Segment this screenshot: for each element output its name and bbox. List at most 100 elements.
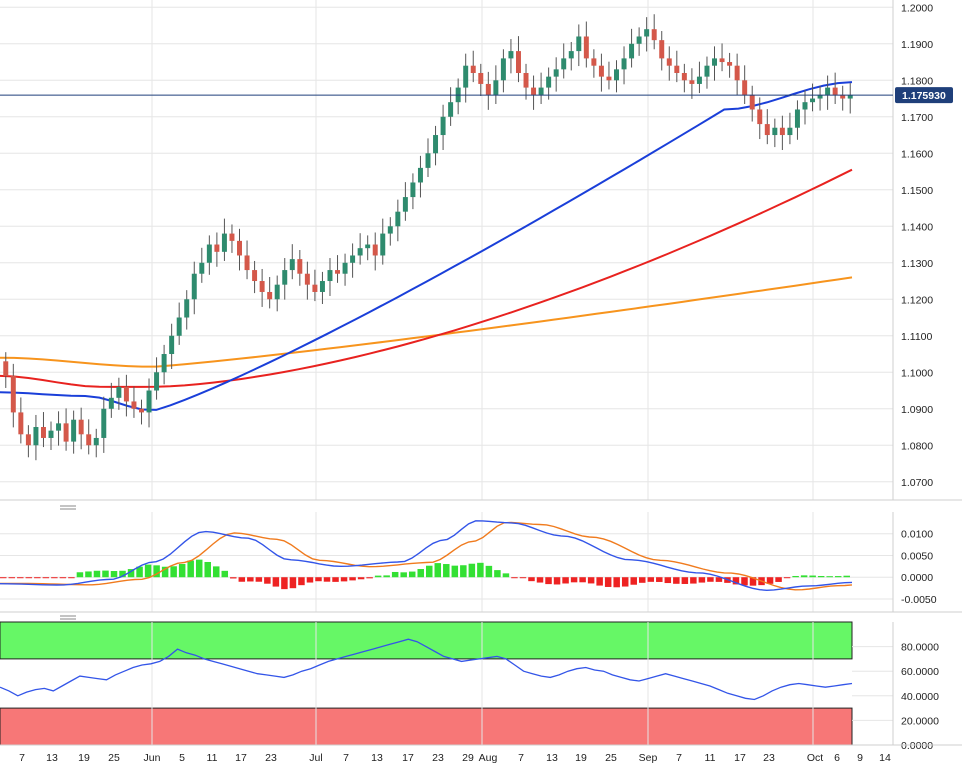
macd-histogram-bar xyxy=(281,577,288,590)
candle-body xyxy=(644,29,650,37)
candle-body xyxy=(674,65,680,73)
macd-histogram-bar xyxy=(366,577,373,579)
macd-histogram-bar xyxy=(76,572,84,578)
macd-histogram-bar xyxy=(93,570,101,578)
macd-line xyxy=(0,520,853,592)
macd-histogram-bar xyxy=(792,575,799,578)
candle-body xyxy=(101,408,107,438)
macd-histogram-bar xyxy=(187,560,194,578)
macd-histogram-bar xyxy=(306,577,314,583)
candle-body xyxy=(523,72,529,88)
date-tick-label: 23 xyxy=(265,752,277,764)
date-tick-label: 17 xyxy=(235,752,247,764)
macd-histogram-bar xyxy=(562,577,569,584)
candle-body xyxy=(448,102,454,117)
date-tick-label: 17 xyxy=(402,752,414,764)
date-tick-label: 7 xyxy=(343,752,349,764)
candle-body xyxy=(553,69,559,77)
candle-body xyxy=(357,248,363,256)
macd-histogram-bar xyxy=(289,577,297,589)
macd-histogram-bar xyxy=(477,562,484,578)
candle-body xyxy=(433,135,439,154)
macd-histogram-bar xyxy=(59,577,67,579)
macd-histogram-bar xyxy=(153,565,160,578)
price-tick-label: 1.1100 xyxy=(901,331,932,343)
candle-body xyxy=(191,273,197,300)
candle-body xyxy=(184,299,190,318)
date-tick-label: 13 xyxy=(546,752,558,764)
candle-body xyxy=(847,95,853,99)
candle-body xyxy=(485,83,491,95)
candle-body xyxy=(18,412,24,435)
date-tick-label: 25 xyxy=(605,752,617,764)
candle-body xyxy=(327,270,333,282)
date-tick-label: Sep xyxy=(639,752,658,764)
candle-body xyxy=(304,273,310,285)
candle-body xyxy=(470,65,476,73)
candle-body xyxy=(93,437,99,446)
candle-body xyxy=(282,270,288,285)
macd-histogram-bar xyxy=(664,577,672,584)
candle-body xyxy=(319,281,325,292)
macd-histogram-bar xyxy=(545,577,552,585)
rsi-tick-label: 40.0000 xyxy=(901,691,939,703)
candle-body xyxy=(825,87,831,95)
macd-histogram-bar xyxy=(349,577,356,581)
price-tick-label: 1.1700 xyxy=(901,112,933,124)
rsi-overbought-band xyxy=(0,621,853,660)
macd-histogram-bar xyxy=(417,569,424,578)
candle-body xyxy=(229,233,235,241)
macd-histogram-bar xyxy=(127,569,135,578)
macd-histogram-bar xyxy=(570,577,578,583)
macd-histogram-bar xyxy=(340,577,348,582)
candle-body xyxy=(237,240,242,256)
macd-histogram-bar xyxy=(426,565,433,578)
date-tick-label: Aug xyxy=(479,752,498,764)
candle-body xyxy=(651,29,657,41)
candle-body xyxy=(86,434,92,446)
macd-histogram-bar xyxy=(434,563,442,578)
candle-body xyxy=(244,255,250,271)
candle-body xyxy=(636,36,642,44)
date-tick-label: 7 xyxy=(19,752,25,764)
macd-histogram-bar xyxy=(264,577,271,584)
macd-histogram-bar xyxy=(451,565,459,578)
candle-body xyxy=(712,58,718,66)
rsi-panel: 80.0000 60.0000 40.0000 20.0000 0.0000 xyxy=(0,621,962,752)
candle-body xyxy=(116,386,122,398)
candle-body xyxy=(78,419,84,435)
date-tick-label: Jul xyxy=(309,752,322,764)
candle-body xyxy=(568,51,574,59)
rsi-tick-label: 80.0000 xyxy=(901,642,939,654)
macd-histogram-bar xyxy=(8,577,16,579)
candle-body xyxy=(764,124,770,136)
macd-histogram-bar xyxy=(732,577,740,585)
price-tick-label: 1.2000 xyxy=(901,2,933,14)
macd-histogram-bar xyxy=(800,575,808,578)
macd-histogram-bar xyxy=(681,577,689,584)
macd-histogram-bar xyxy=(110,571,118,578)
macd-histogram-bar xyxy=(783,577,791,579)
candle-body xyxy=(802,102,808,110)
candle-body xyxy=(335,270,341,274)
price-tick-label: 1.0700 xyxy=(901,477,933,489)
ma-100-line xyxy=(0,168,853,388)
candle-body xyxy=(561,58,567,70)
candle-body xyxy=(365,244,371,249)
candle-body xyxy=(71,419,77,442)
macd-histogram-bar xyxy=(238,577,246,582)
candle-body xyxy=(629,43,635,59)
candle-body xyxy=(387,226,393,234)
candle-body xyxy=(696,76,702,84)
macd-histogram-bar xyxy=(323,577,331,582)
macd-histogram-bar xyxy=(673,577,680,584)
price-tick-label: 1.1300 xyxy=(901,258,933,270)
price-tick-label: 1.1900 xyxy=(901,39,933,51)
candle-body xyxy=(402,197,408,212)
candle-body xyxy=(463,65,469,88)
macd-histogram-bar xyxy=(639,577,646,583)
candle-body xyxy=(440,116,446,136)
candle-body xyxy=(199,262,205,274)
macd-histogram-bar xyxy=(460,565,467,578)
candle-body xyxy=(56,423,62,431)
